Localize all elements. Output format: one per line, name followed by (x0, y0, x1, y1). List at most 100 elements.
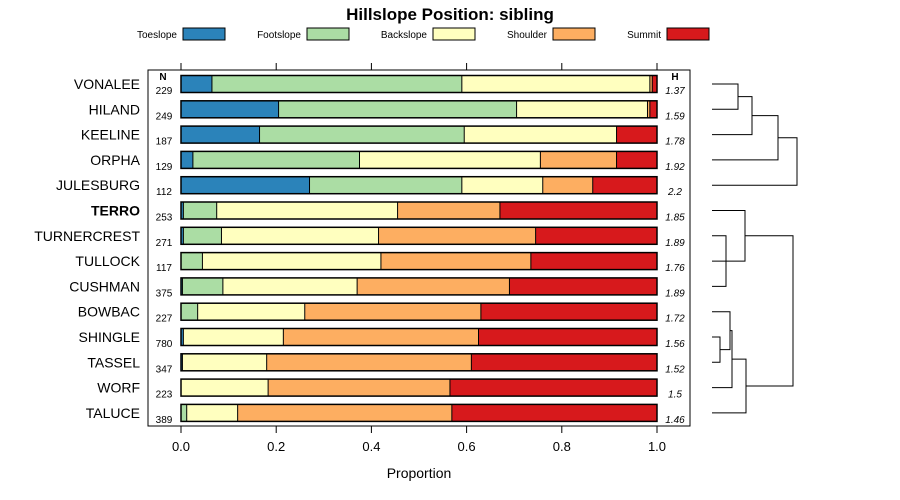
bar-outline (180, 74, 658, 94)
row-label: WORF (97, 380, 140, 396)
n-value: 112 (156, 187, 172, 198)
bar-segment (449, 379, 657, 397)
bar-outline (180, 150, 658, 170)
dendrogram (712, 83, 798, 414)
bar-row (180, 403, 658, 423)
bar-row (180, 226, 658, 246)
legend-swatch (552, 27, 596, 41)
legend-label: Backslope (381, 30, 428, 41)
legend-item: Shoulder (507, 27, 596, 41)
legend-swatch (666, 27, 710, 41)
row-label: ORPHA (90, 152, 140, 168)
bar-segment (516, 100, 648, 118)
x-tick-label: 0.8 (553, 439, 571, 454)
legend: Toeslope Footslope Backslope Shoulder Summit (137, 27, 710, 41)
bar-segment (616, 126, 657, 144)
bar-row (180, 302, 658, 321)
bar-segment (499, 202, 657, 219)
bar-segment (530, 252, 657, 270)
n-value: 117 (156, 263, 172, 274)
row-label: TALUCE (86, 405, 140, 421)
h-value: 1.89 (665, 238, 685, 249)
bar-segment (222, 277, 358, 295)
n-value: 347 (156, 364, 173, 375)
bar-segment (181, 404, 187, 422)
bar-segment (197, 303, 305, 321)
dendrogram-branch (712, 137, 798, 186)
bar-row (180, 277, 658, 296)
bar-segment (397, 202, 500, 219)
bar-row (180, 125, 658, 144)
bar-segment (237, 404, 452, 422)
row-label: KEELINE (81, 127, 140, 143)
bar-outline (180, 302, 658, 321)
legend-label: Toeslope (137, 30, 177, 41)
bar-segment (535, 227, 657, 245)
dendrogram-branch (745, 235, 794, 387)
h-value: 1.76 (665, 263, 685, 274)
row-label: CUSHMAN (69, 278, 140, 294)
h-labels: 1.37 1.59 1.78 1.92 2.2 1.85 1.89 1.76 1.89 1.72 1… (665, 86, 685, 426)
bar-segment (211, 75, 462, 93)
bar-segment (616, 151, 657, 169)
n-value: 249 (156, 111, 173, 122)
bar-segment (192, 151, 360, 169)
row-label: JULESBURG (56, 177, 140, 193)
h-value: 1.37 (665, 86, 685, 97)
bar-segment (181, 202, 184, 219)
dendrogram-branch (712, 330, 733, 389)
n-value: 375 (156, 288, 173, 299)
bar-segment (380, 252, 531, 270)
row-label: TASSEL (87, 354, 140, 370)
n-value: 187 (156, 137, 173, 148)
row-label: TERRO (91, 203, 140, 219)
x-tick-label: 0.0 (172, 439, 190, 454)
bar-segment (202, 252, 381, 270)
bar-segment (181, 151, 193, 169)
n-value: 227 (156, 314, 173, 325)
bar-segment (186, 404, 238, 422)
bar-row (180, 150, 658, 170)
bar-segment (268, 379, 450, 397)
n-value: 271 (156, 238, 173, 249)
plot-frame (147, 69, 691, 427)
dendrogram-branch (712, 115, 779, 161)
n-labels: 229 249 187 129 112 253 271 117 375 227 780 347 223 3… (156, 86, 173, 426)
bar-segment (266, 353, 472, 371)
bar-row (180, 201, 658, 220)
bar-segment (478, 328, 657, 346)
bar-segment (181, 252, 203, 270)
x-axis: 0.0 0.2 0.4 0.6 0.8 1.0 (172, 63, 666, 454)
bar-segment (183, 227, 222, 245)
n-header: N (159, 72, 166, 83)
bar-row (180, 353, 658, 372)
n-value: 780 (156, 339, 173, 350)
bar-segment (181, 303, 198, 321)
bar-segment (181, 379, 269, 397)
h-value: 1.78 (665, 137, 685, 148)
bar-segment (259, 126, 465, 144)
legend-swatch (306, 27, 350, 41)
dendrogram-branch (712, 311, 731, 351)
bar-segment (464, 126, 617, 144)
bar-outline (180, 201, 658, 220)
h-value: 1.52 (665, 364, 685, 375)
n-value: 229 (156, 86, 173, 97)
bar-segment (451, 404, 657, 422)
x-tick-label: 0.4 (362, 439, 380, 454)
bar-segment (649, 100, 657, 118)
h-value: 1.59 (665, 111, 685, 122)
bar-outline (180, 175, 658, 195)
bar-segment (461, 75, 650, 93)
bar-segment (652, 75, 657, 93)
bar-segment (221, 227, 379, 245)
legend-label: Footslope (257, 30, 301, 41)
bar-segment (181, 100, 279, 118)
n-value: 389 (156, 415, 173, 426)
bar-row (180, 74, 658, 94)
bar-segment (283, 328, 479, 346)
bar-segment (309, 176, 462, 194)
bar-segment (182, 277, 223, 295)
row-labels: VONALEE HILAND KEELINE ORPHA JULESBURG TERRO T… (34, 76, 140, 421)
